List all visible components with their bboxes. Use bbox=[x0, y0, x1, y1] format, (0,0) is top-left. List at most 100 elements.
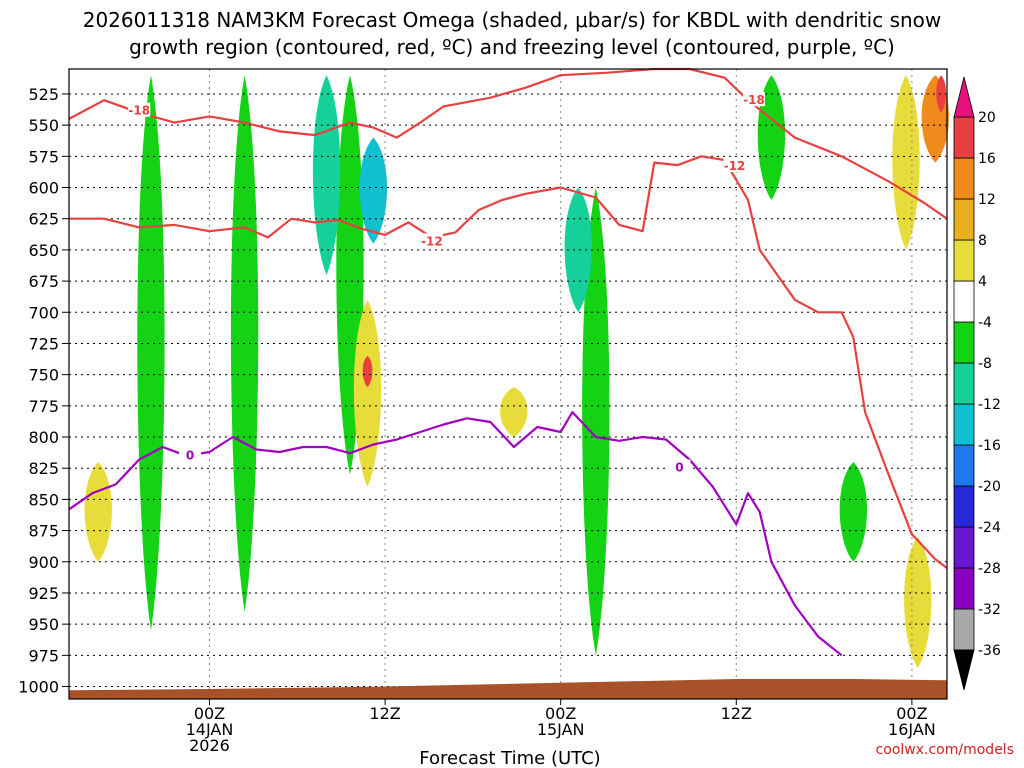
x-tick-label-15-0: 12Z bbox=[369, 704, 400, 723]
contour-label-bg-2 bbox=[420, 233, 443, 248]
contour-line-dgz--12C bbox=[69, 155, 948, 569]
omega-region-10 bbox=[362, 355, 373, 388]
contour-label-bg-1 bbox=[742, 92, 765, 107]
colorbar-low-arrow bbox=[953, 649, 975, 691]
x-tick-label-60-0: 00Z bbox=[896, 704, 927, 723]
colorbar-label-8: -16 bbox=[978, 438, 1001, 454]
colorbar-swatch-0 bbox=[953, 608, 975, 651]
colorbar-swatch-8 bbox=[953, 280, 975, 323]
colorbar-swatch-1 bbox=[953, 567, 975, 610]
x-tick-label-45-0: 12Z bbox=[721, 704, 752, 723]
y-tick-label-750: 750 bbox=[28, 366, 59, 385]
terrain-fill bbox=[69, 679, 947, 699]
colorbar-label-10: -24 bbox=[978, 520, 1001, 536]
y-tick-label-800: 800 bbox=[28, 428, 59, 447]
y-axis: 525 550 575 600 625 650 675 700 725 750 775 800 825 8… bbox=[18, 85, 69, 697]
colorbar-label-11: -28 bbox=[978, 561, 1001, 577]
colorbar-swatch-4 bbox=[953, 444, 975, 487]
colorbar-label-0: 20 bbox=[978, 110, 996, 126]
colorbar-high-arrow bbox=[953, 76, 975, 118]
plot-frame bbox=[68, 68, 948, 700]
colorbar-swatch-5 bbox=[953, 403, 975, 446]
omega-region-7 bbox=[757, 75, 786, 200]
contour-line-dgz--18C bbox=[68, 67, 948, 220]
colorbar-label-7: -12 bbox=[978, 397, 1001, 413]
terrain bbox=[69, 679, 947, 699]
omega-region-5 bbox=[582, 187, 610, 656]
colorbar: 20 16 12 8 4 -4 -8 -12 -16 -20 -24 -28 -32 -36 bbox=[953, 76, 1001, 691]
plot-background bbox=[69, 69, 947, 699]
colorbar-swatch-9 bbox=[953, 239, 975, 282]
colorbar-swatch-10 bbox=[953, 198, 975, 241]
y-tick-label-625: 625 bbox=[28, 210, 59, 229]
x-tick-label-30-1: 15JAN bbox=[537, 720, 585, 739]
omega-region-13 bbox=[904, 536, 932, 668]
contour-label-bg-3 bbox=[723, 158, 746, 173]
omega-region-4 bbox=[359, 137, 388, 244]
y-tick-label-950: 950 bbox=[28, 615, 59, 634]
y-tick-label-600: 600 bbox=[28, 179, 59, 198]
omega-region-16 bbox=[936, 75, 947, 113]
y-tick-label-1000: 1000 bbox=[18, 678, 59, 697]
y-tick-label-675: 675 bbox=[28, 272, 59, 291]
colorbar-label-3: 8 bbox=[978, 233, 987, 249]
colorbar-label-5: -4 bbox=[978, 315, 992, 331]
contour-label-bg-0 bbox=[128, 102, 151, 117]
credit-text: coolwx.com/models bbox=[876, 742, 1014, 758]
y-tick-label-975: 975 bbox=[28, 646, 59, 665]
colorbar-label-1: 16 bbox=[978, 151, 996, 167]
contour-label-2: -12 bbox=[421, 234, 443, 248]
chart-title-line1: 2026011318 NAM3KM Forecast Omega (shaded… bbox=[83, 8, 942, 32]
contour-line-freezing-0C bbox=[68, 411, 843, 657]
y-tick-label-550: 550 bbox=[28, 116, 59, 135]
y-tick-label-725: 725 bbox=[28, 334, 59, 353]
y-tick-label-900: 900 bbox=[28, 553, 59, 572]
colorbar-label-2: 12 bbox=[978, 192, 996, 208]
x-tick-label-0-0: 00Z bbox=[194, 704, 225, 723]
contour-label-5: 0 bbox=[675, 460, 683, 474]
contour-label-bg-4 bbox=[179, 447, 202, 462]
colorbar-swatch-11 bbox=[953, 157, 975, 200]
x-tick-label-0-2: 2026 bbox=[189, 736, 230, 755]
y-tick-label-825: 825 bbox=[28, 459, 59, 478]
y-tick-label-525: 525 bbox=[28, 85, 59, 104]
y-tick-label-775: 775 bbox=[28, 397, 59, 416]
colorbar-label-6: -8 bbox=[978, 356, 992, 372]
omega-region-9 bbox=[353, 299, 382, 487]
y-tick-label-700: 700 bbox=[28, 303, 59, 322]
chart-title-line2: growth region (contoured, red, ºC) and f… bbox=[129, 35, 895, 59]
contour-label-0: -18 bbox=[128, 104, 150, 118]
colorbar-label-13: -36 bbox=[978, 643, 1001, 659]
contour-label-3: -12 bbox=[724, 159, 746, 173]
contour-label-4: 0 bbox=[186, 449, 194, 463]
colorbar-swatch-7 bbox=[953, 321, 975, 364]
contour-label-bg-5 bbox=[668, 459, 691, 474]
x-tick-label-0-1: 14JAN bbox=[186, 720, 234, 739]
y-tick-label-650: 650 bbox=[28, 241, 59, 260]
y-tick-label-575: 575 bbox=[28, 147, 59, 166]
y-tick-label-875: 875 bbox=[28, 522, 59, 541]
colorbar-label-9: -20 bbox=[978, 479, 1001, 495]
x-axis-title: Forecast Time (UTC) bbox=[419, 748, 600, 768]
colorbar-label-12: -32 bbox=[978, 602, 1001, 618]
omega-region-11 bbox=[84, 461, 112, 562]
colorbar-label-4: 4 bbox=[978, 274, 987, 290]
omega-shading bbox=[84, 75, 949, 668]
omega-region-0 bbox=[137, 75, 165, 631]
x-tick-label-60-1: 16JAN bbox=[888, 720, 936, 739]
omega-region-14 bbox=[892, 75, 920, 250]
omega-region-12 bbox=[500, 387, 528, 438]
colorbar-swatch-3 bbox=[953, 485, 975, 528]
omega-region-8 bbox=[839, 461, 868, 562]
x-tick-label-30-0: 00Z bbox=[545, 704, 576, 723]
y-tick-label-850: 850 bbox=[28, 490, 59, 509]
contours: -18 -18 -12 -12 0 0 bbox=[68, 67, 948, 657]
y-tick-label-925: 925 bbox=[28, 584, 59, 603]
colorbar-swatch-12 bbox=[953, 116, 975, 159]
colorbar-swatch-2 bbox=[953, 526, 975, 569]
colorbar-swatch-6 bbox=[953, 362, 975, 405]
contour-label-1: -18 bbox=[743, 93, 765, 107]
